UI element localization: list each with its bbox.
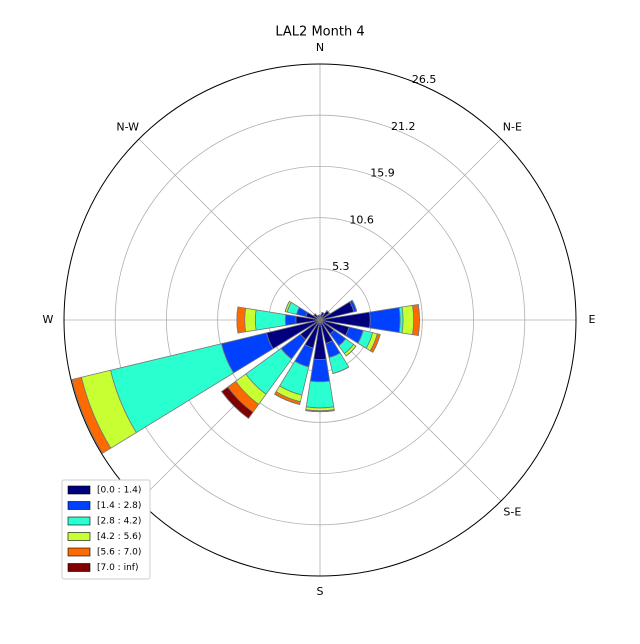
wind-segment — [255, 310, 285, 330]
wind-segment — [402, 305, 414, 334]
radial-grid-line — [320, 139, 501, 320]
legend: [0.0 : 1.4) [1.4 : 2.8) [2.8 : 4.2) [4.2 : … — [62, 480, 150, 579]
legend-label: [1.4 : 2.8) — [97, 501, 141, 511]
legend-swatch — [68, 564, 90, 572]
direction-label: E — [589, 313, 596, 326]
wind-segment — [285, 315, 296, 326]
radial-tick-label: 10.6 — [349, 213, 374, 226]
legend-swatch — [68, 486, 90, 494]
legend-label: [2.8 : 4.2) — [97, 517, 141, 527]
radial-tick-label: 15.9 — [370, 167, 395, 180]
legend-label: [4.2 : 5.6) — [97, 532, 141, 542]
radial-tick-label: 5.3 — [332, 260, 350, 273]
chart-title: LAL2 Month 4 — [275, 25, 364, 40]
legend-swatch — [68, 548, 90, 556]
wind-segment — [306, 381, 334, 408]
legend-swatch — [68, 533, 90, 541]
legend-label: [5.6 : 7.0) — [97, 548, 141, 558]
direction-label: S — [317, 585, 324, 598]
wind-segment — [237, 307, 246, 333]
legend-swatch — [68, 517, 90, 525]
wind-segment — [310, 359, 329, 382]
legend-swatch — [68, 502, 90, 510]
wind-segment — [370, 307, 401, 332]
legend-label: [0.0 : 1.4) — [97, 486, 141, 496]
radial-tick-label: 21.2 — [391, 120, 416, 133]
wind-segment — [413, 304, 420, 335]
wind-segment — [245, 308, 256, 332]
direction-label: N-W — [116, 121, 139, 134]
direction-label: N — [316, 41, 324, 54]
direction-label: N-E — [503, 121, 522, 134]
legend-label: [7.0 : inf) — [97, 563, 138, 573]
radial-tick-label: 26.5 — [412, 73, 437, 86]
direction-label: S-E — [503, 505, 521, 518]
radial-grid-line — [139, 139, 320, 320]
direction-label: W — [43, 313, 54, 326]
